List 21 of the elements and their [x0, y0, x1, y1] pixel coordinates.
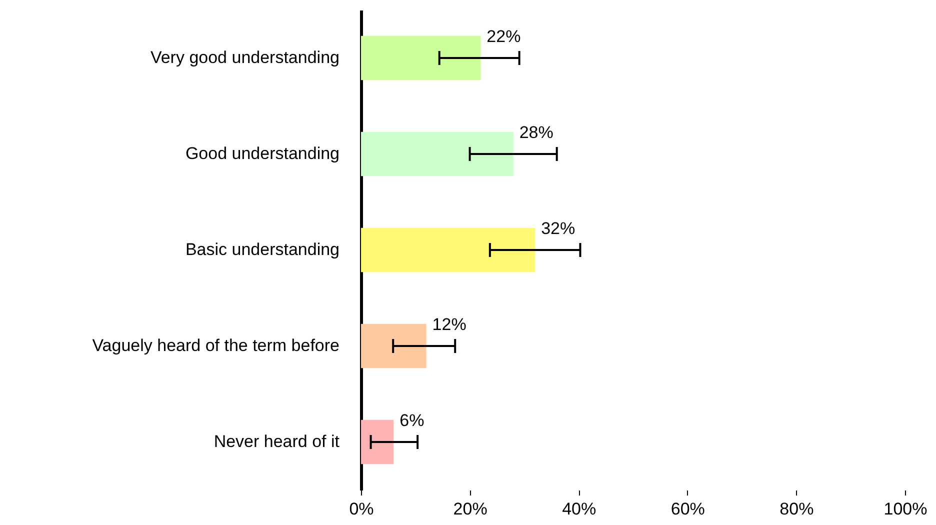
y-tick-label: Good understanding	[185, 144, 340, 163]
bar	[361, 420, 394, 464]
bar	[361, 228, 536, 272]
x-tick-label: 40%	[562, 500, 596, 518]
bar	[361, 132, 514, 176]
y-tick-label: Never heard of it	[214, 432, 340, 451]
x-tick-label: 0%	[349, 500, 374, 518]
data-label: 32%	[541, 219, 576, 238]
x-tick-label: 80%	[780, 500, 814, 518]
y-tick-label: Vaguely heard of the term before	[92, 336, 340, 355]
data-label: 22%	[486, 27, 521, 46]
data-label: 28%	[519, 123, 554, 142]
data-label: 12%	[432, 315, 466, 334]
x-tick-label: 60%	[670, 500, 705, 518]
y-tick-label: Basic understanding	[185, 240, 340, 259]
x-tick-label: 20%	[453, 500, 488, 518]
bar	[361, 324, 426, 368]
bar	[361, 36, 481, 80]
data-label: 6%	[400, 411, 424, 430]
y-tick-label: Very good understanding	[150, 48, 340, 67]
x-tick-label: 100%	[884, 500, 928, 518]
